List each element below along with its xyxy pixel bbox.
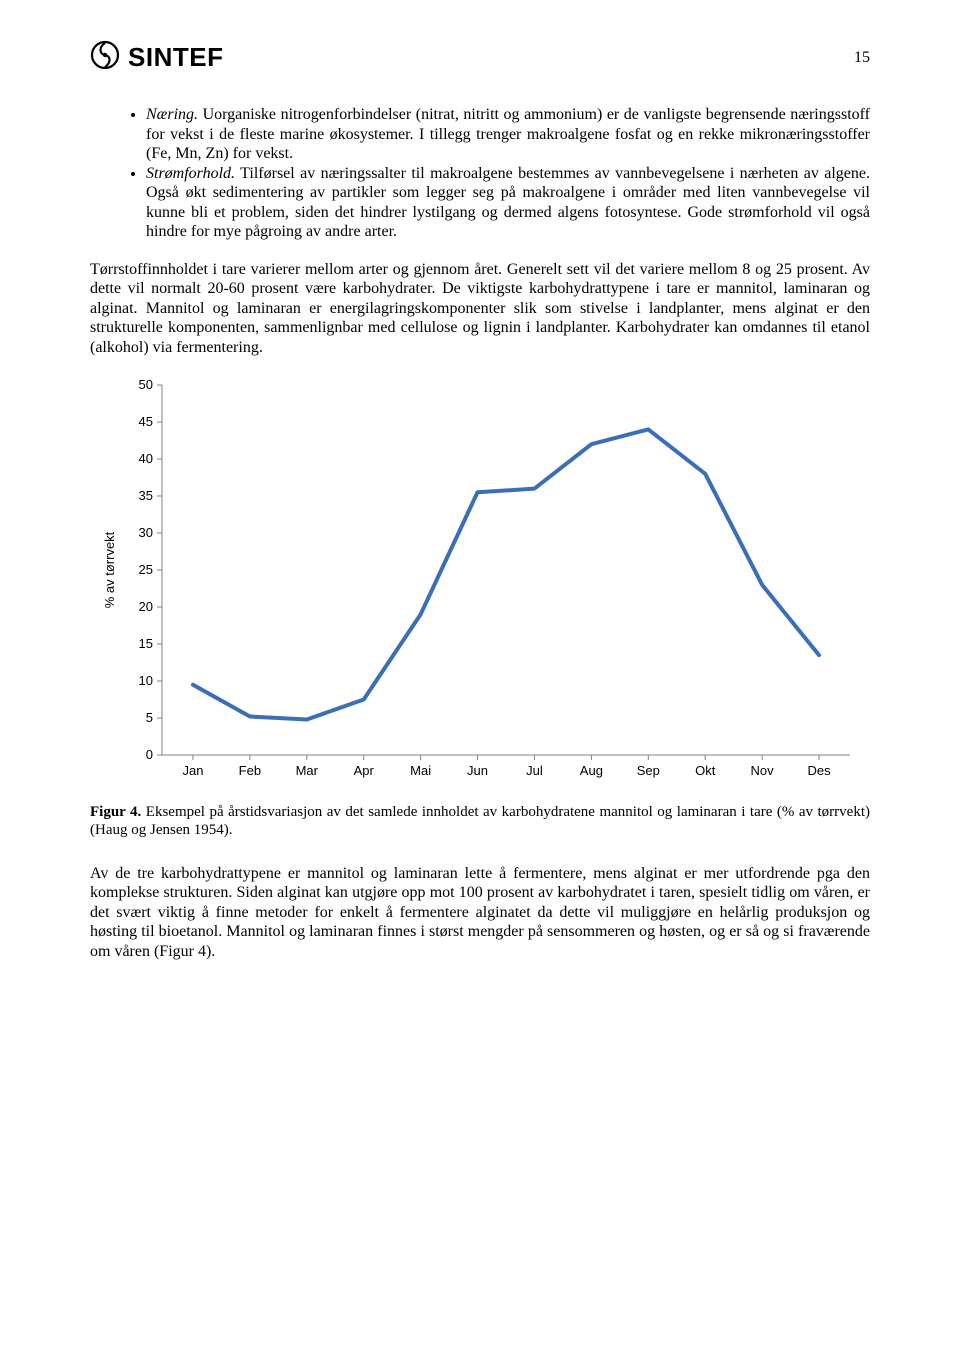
svg-text:Sep: Sep (637, 763, 660, 778)
bullet-text: Tilførsel av næringssalter til makroalge… (146, 165, 870, 241)
chart-region: 0 5 10 15 20 25 30 35 40 45 50 Jan Feb Mar Apr Mai Jun Ju… (90, 375, 870, 795)
logo-text: SINTEF (128, 42, 223, 73)
page-header: SINTEF 15 (90, 40, 870, 75)
svg-text:45: 45 (139, 414, 153, 429)
logo-icon (90, 40, 120, 75)
svg-text:35: 35 (139, 488, 153, 503)
svg-text:30: 30 (139, 525, 153, 540)
paragraph-1: Tørrstoffinnholdet i tare varierer mello… (90, 260, 870, 358)
svg-text:Apr: Apr (354, 763, 375, 778)
svg-text:Nov: Nov (751, 763, 775, 778)
bullet-item: Strømforhold. Tilførsel av næringssalter… (146, 164, 870, 242)
svg-text:Mar: Mar (296, 763, 319, 778)
svg-text:Des: Des (807, 763, 831, 778)
svg-text:Mai: Mai (410, 763, 431, 778)
svg-text:Aug: Aug (580, 763, 603, 778)
svg-text:25: 25 (139, 562, 153, 577)
svg-text:40: 40 (139, 451, 153, 466)
svg-text:20: 20 (139, 599, 153, 614)
svg-text:50: 50 (139, 377, 153, 392)
logo: SINTEF (90, 40, 223, 75)
bullet-text: Uorganiske nitrogenforbindelser (nitrat,… (146, 106, 870, 162)
svg-text:5: 5 (146, 710, 153, 725)
bullet-item: Næring. Uorganiske nitrogenforbindelser … (146, 105, 870, 164)
caption-text: Eksempel på årstidsvariasjon av det saml… (90, 804, 870, 838)
figure-caption: Figur 4. Eksempel på årstidsvariasjon av… (90, 803, 870, 840)
svg-text:10: 10 (139, 673, 153, 688)
paragraph-2: Av de tre karbohydrattypene er mannitol … (90, 864, 870, 962)
svg-text:Jun: Jun (467, 763, 488, 778)
page-number: 15 (854, 49, 870, 67)
svg-text:Jan: Jan (182, 763, 203, 778)
svg-text:Okt: Okt (695, 763, 716, 778)
line-chart: 0 5 10 15 20 25 30 35 40 45 50 Jan Feb Mar Apr Mai Jun Ju… (90, 375, 870, 795)
caption-lead: Figur 4. (90, 804, 141, 820)
bullet-list: Næring. Uorganiske nitrogenforbindelser … (90, 105, 870, 242)
bullet-lead: Strømforhold. (146, 165, 235, 182)
svg-text:0: 0 (146, 747, 153, 762)
svg-text:Feb: Feb (239, 763, 261, 778)
bullet-lead: Næring. (146, 106, 198, 123)
page: SINTEF 15 Næring. Uorganiske nitrogenfor… (0, 0, 960, 1029)
svg-text:% av tørrvekt: % av tørrvekt (102, 532, 117, 609)
svg-text:Jul: Jul (526, 763, 543, 778)
svg-text:15: 15 (139, 636, 153, 651)
